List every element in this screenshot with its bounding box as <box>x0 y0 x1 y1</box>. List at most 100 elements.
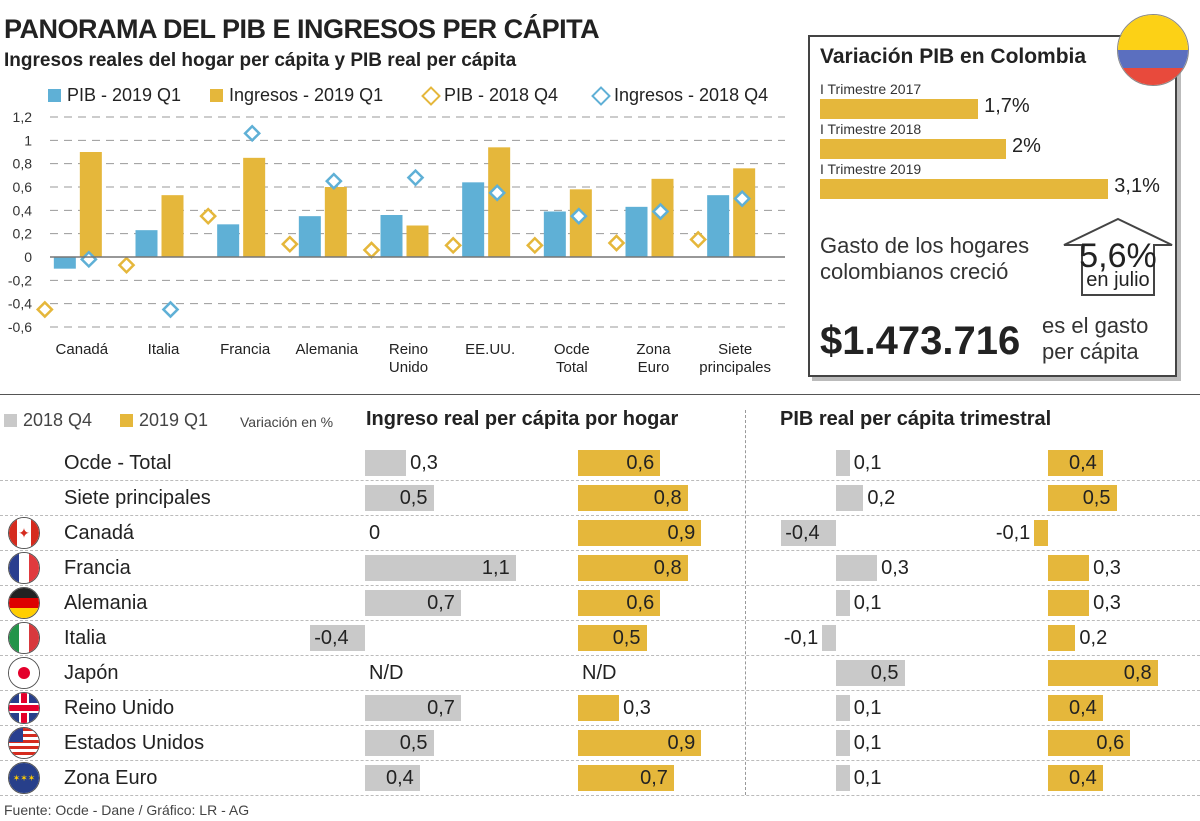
up-arrow-icon <box>1063 217 1173 296</box>
row-divider <box>0 620 1200 621</box>
row-divider <box>0 480 1200 481</box>
value-label: 0,5 <box>1082 487 1111 509</box>
value-label: -0,1 <box>995 522 1031 544</box>
flag-canada-icon: ✦ <box>8 517 40 549</box>
diamond-marker <box>79 250 98 269</box>
value-label: 0,1 <box>853 697 882 719</box>
table-bar <box>365 730 434 756</box>
colombia-panel: Variación PIB en Colombia I Trimestre 20… <box>808 35 1177 377</box>
table-bar <box>365 555 516 581</box>
value-label: 0,1 <box>853 452 882 474</box>
bar-ingresos <box>243 157 266 257</box>
table-bar <box>1048 555 1090 581</box>
table-bar <box>1048 730 1131 756</box>
bar-pib <box>298 216 321 257</box>
table-bar <box>578 450 661 476</box>
value-label: 0,5 <box>612 627 641 649</box>
row-divider <box>0 515 1200 516</box>
diamond-marker <box>488 183 507 202</box>
value-label: 0,5 <box>399 487 428 509</box>
bar-ingresos <box>79 152 102 257</box>
bar-ingresos <box>569 189 592 257</box>
y-tick-label: 0,6 <box>13 179 33 195</box>
legend-2019q1: 2019 Q1 <box>120 410 208 431</box>
table-bar <box>365 450 407 476</box>
row-country: Italia <box>64 627 107 649</box>
table-bar <box>1034 520 1048 546</box>
value-label: 0,9 <box>667 522 696 544</box>
bar-pib <box>217 224 240 257</box>
value-label: -0,1 <box>783 627 819 649</box>
value-label: N/D <box>582 662 617 684</box>
table-bar <box>836 590 850 616</box>
bar-pib <box>543 211 566 257</box>
row-country: Reino Unido <box>64 697 175 719</box>
row-country: Siete principales <box>64 487 211 509</box>
colombia-title: Variación PIB en Colombia <box>820 45 1087 68</box>
bar-ingresos <box>406 225 429 257</box>
table-bar <box>310 625 365 651</box>
x-tick-label: Italia <box>148 341 180 358</box>
y-tick-label: 1 <box>24 132 32 148</box>
x-tick-label: Total <box>556 359 588 376</box>
group-pib: PIB real per cápita trimestral <box>780 408 1052 430</box>
table-bar <box>578 590 661 616</box>
table-bar <box>365 765 420 791</box>
x-tick-label: principales <box>699 359 771 376</box>
value-label: 0,2 <box>867 487 896 509</box>
legend-ing-2018: Ingresos - 2018 Q4 <box>591 85 768 106</box>
value-label: 0,3 <box>410 452 438 474</box>
diamond-marker <box>569 207 588 226</box>
colombia-bar-label: 2% <box>1012 135 1041 157</box>
table-bar <box>836 695 850 721</box>
table-bar <box>578 555 688 581</box>
flag-germany-icon <box>8 587 40 619</box>
y-tick-label: 0 <box>24 249 32 265</box>
flag-france-icon <box>8 552 40 584</box>
row-country: Japón <box>64 662 119 684</box>
divider <box>0 394 1200 395</box>
value-label: 0,4 <box>386 767 414 789</box>
legend-2018q4: 2018 Q4 <box>4 410 92 431</box>
colombia-bar <box>820 179 1109 199</box>
value-label: 1,1 <box>481 557 510 579</box>
column-divider <box>745 410 746 795</box>
diamond-marker <box>35 300 54 319</box>
x-tick-label: Reino <box>389 341 428 358</box>
y-tick-label: -0,2 <box>8 272 32 288</box>
value-label: 0,7 <box>640 767 668 789</box>
diamond-marker <box>362 241 381 259</box>
flag-japan-icon <box>8 657 40 689</box>
value-label: 0,1 <box>853 732 882 754</box>
diamond-marker <box>525 236 544 255</box>
diamond-marker <box>161 300 180 319</box>
value-label: -0,4 <box>314 627 349 649</box>
x-tick-label: Zona <box>636 341 671 358</box>
value-label: 0,6 <box>626 592 655 614</box>
table-bar <box>836 765 850 791</box>
x-tick-label: Unido <box>389 359 428 376</box>
table-bar <box>578 695 620 721</box>
colombia-period: I Trimestre 2019 <box>820 161 922 177</box>
table-bar <box>578 730 702 756</box>
table-bar <box>1048 660 1158 686</box>
x-tick-label: EE.UU. <box>465 341 515 358</box>
value-label: N/D <box>369 662 404 684</box>
diamond-marker <box>117 256 136 275</box>
value-label: 0,7 <box>427 697 455 719</box>
table-bar <box>578 485 688 511</box>
diamond-marker <box>651 202 670 221</box>
row-divider <box>0 550 1200 551</box>
bar-pib <box>135 230 158 257</box>
value-label: -0,4 <box>785 522 820 544</box>
legend-pib-2018: PIB - 2018 Q4 <box>421 85 558 106</box>
diamond-marker <box>406 168 425 187</box>
colombia-bar <box>820 99 979 119</box>
diamond-marker <box>607 234 626 252</box>
flag-italy-icon <box>8 622 40 654</box>
x-tick-label: Ocde <box>554 341 590 358</box>
bar-pib <box>53 257 76 269</box>
table-bar <box>781 520 836 546</box>
x-tick-label: Siete <box>718 341 752 358</box>
value-label: 0,8 <box>653 487 682 509</box>
